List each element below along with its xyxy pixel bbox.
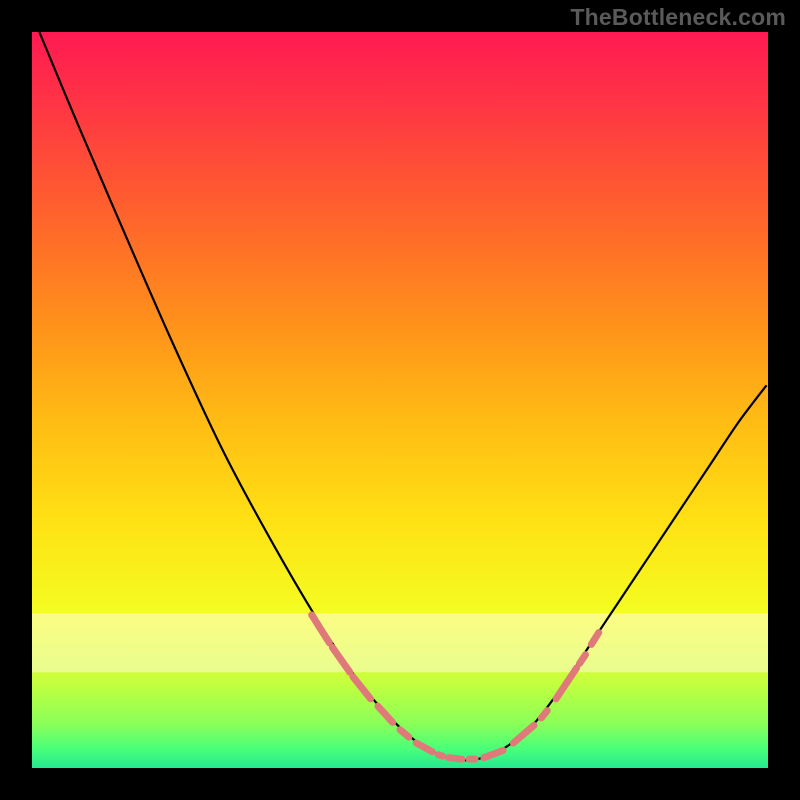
marker-segment [580, 655, 586, 664]
bottleneck-chart [0, 0, 800, 800]
marker-segment [449, 758, 462, 759]
cream-band [32, 613, 768, 672]
watermark-text: TheBottleneck.com [570, 4, 786, 31]
marker-segment [541, 711, 547, 718]
marker-segment [438, 755, 442, 756]
